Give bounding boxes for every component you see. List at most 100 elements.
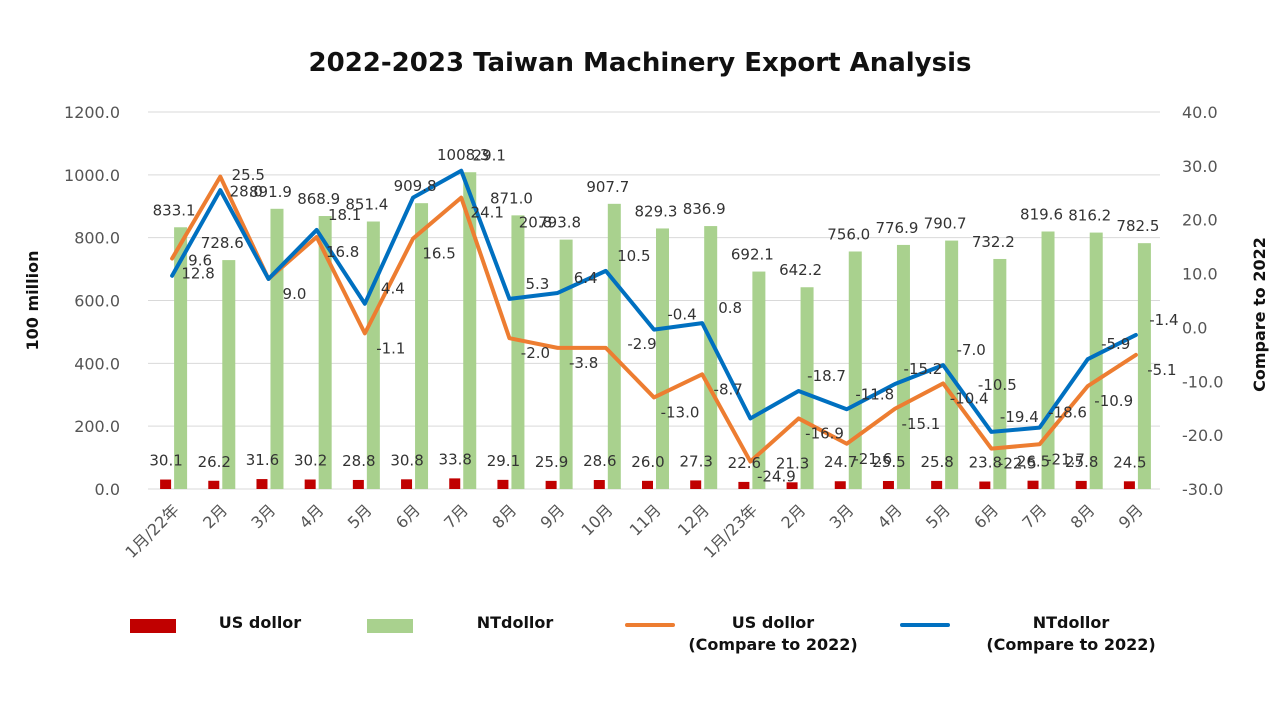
data-label-ntdollar-compare: -2.9 xyxy=(627,335,656,353)
bar-ntdollar xyxy=(800,287,814,489)
x-tick-label: 7月 xyxy=(440,500,472,532)
data-label-usdollar: 25.8 xyxy=(1065,453,1098,471)
x-tick-label: 1月/22年 xyxy=(121,500,182,561)
data-label-usdollar: 30.8 xyxy=(390,451,423,469)
x-tick-label: 6月 xyxy=(970,500,1002,532)
bar-usdollar xyxy=(931,480,943,489)
data-label-usdollar-compare: -5.1 xyxy=(1147,361,1176,379)
data-label-ntdollar: 833.1 xyxy=(153,201,196,219)
legend-label-us-line-2: (Compare to 2022) xyxy=(688,635,858,654)
gridlines xyxy=(148,111,1160,490)
bar-ntdollar xyxy=(656,228,669,489)
x-tick-label: 9月 xyxy=(536,500,568,532)
bar-ntdollar xyxy=(511,215,525,489)
bar-ntdollar xyxy=(896,244,910,489)
bar-ntdollar xyxy=(1041,231,1055,489)
y2-tick-label: 40.0 xyxy=(1182,103,1218,122)
data-label-ntdollar: 776.9 xyxy=(875,219,918,237)
data-label-ntdollar-compare: -18.7 xyxy=(807,367,846,385)
legend-swatch-us-line xyxy=(625,623,675,627)
bar-usdollar xyxy=(834,481,846,489)
data-label-ntdollar-compare: 4.4 xyxy=(381,280,405,298)
x-tick-label: 12月 xyxy=(674,500,713,539)
legend-label-us-line-1: US dollor xyxy=(731,613,815,632)
x-tick-label: 1月/23年 xyxy=(700,500,761,561)
data-label-extra: 20.8 xyxy=(519,214,552,232)
data-label-usdollar: 28.8 xyxy=(342,452,375,470)
data-label-ntdollar-compare: -1.4 xyxy=(1149,311,1178,329)
data-label-usdollar-compare: -10.9 xyxy=(1094,392,1133,410)
data-label-ntdollar: 728.6 xyxy=(201,234,244,252)
y-tick-label: 1200.0 xyxy=(64,103,120,122)
data-label-usdollar-compare: -13.0 xyxy=(661,403,700,421)
data-label-ntdollar: 868.9 xyxy=(297,190,340,208)
y2-tick-label: 0.0 xyxy=(1182,318,1207,337)
bar-ntdollar xyxy=(174,227,188,489)
bar-usdollar xyxy=(1027,480,1039,489)
data-label-usdollar-compare: -22.5 xyxy=(998,455,1037,473)
y2-axis-title: Compare to 2022 xyxy=(1250,237,1269,392)
data-label-usdollar: 31.6 xyxy=(246,451,279,469)
data-label-usdollar-compare: -24.9 xyxy=(757,468,796,486)
bar-usdollar xyxy=(160,479,172,489)
y2-tick-label: 10.0 xyxy=(1182,265,1218,284)
x-tick-label: 4月 xyxy=(296,500,328,532)
bar-usdollar xyxy=(449,478,461,489)
data-label-ntdollar-compare: -19.4 xyxy=(1000,408,1039,426)
data-label-usdollar-compare: -10.4 xyxy=(950,389,989,407)
data-label-usdollar: 30.2 xyxy=(294,452,327,470)
line-ntdollar-compare xyxy=(170,168,1138,434)
data-label-usdollar: 26.0 xyxy=(631,453,664,471)
chart-title: 2022-2023 Taiwan Machinery Export Analys… xyxy=(308,48,972,78)
x-tick-label: 3月 xyxy=(826,500,858,532)
data-label-usdollar: 29.1 xyxy=(487,452,520,470)
legend-swatch-nt-dollar xyxy=(367,619,413,633)
data-label-ntdollar: 692.1 xyxy=(731,246,774,264)
data-label-ntdollar-compare: 6.4 xyxy=(574,269,598,287)
data-label-usdollar-compare: -21.6 xyxy=(853,450,892,468)
data-label-usdollar: 25.9 xyxy=(535,453,568,471)
legend-swatch-us-dollar xyxy=(130,619,176,633)
bar-usdollar xyxy=(738,481,750,489)
bar-ntdollar xyxy=(848,251,862,489)
data-label-usdollar-compare: -16.9 xyxy=(805,424,844,442)
data-label-usdollar-compare: 24.1 xyxy=(471,204,504,222)
x-tick-label: 8月 xyxy=(1067,500,1099,532)
data-label-ntdollar-compare: -11.8 xyxy=(855,385,894,403)
y2-tick-label: 30.0 xyxy=(1182,157,1218,176)
y-tick-label: 1000.0 xyxy=(64,166,120,185)
data-label-usdollar-compare: 12.8 xyxy=(181,264,214,282)
data-label-ntdollar-compare: -18.6 xyxy=(1048,404,1087,422)
data-label-usdollar-compare: 16.5 xyxy=(422,245,455,263)
legend-swatch-nt-line xyxy=(900,623,950,627)
data-label-usdollar-compare: 9.0 xyxy=(283,285,307,303)
data-label-ntdollar: 732.2 xyxy=(972,233,1015,251)
data-label-ntdollar-compare: -5.9 xyxy=(1101,335,1130,353)
bar-usdollar xyxy=(786,482,798,489)
x-tick-label: 11月 xyxy=(626,500,665,539)
data-label-usdollar: 27.3 xyxy=(679,452,712,470)
data-label-ntdollar: 907.7 xyxy=(586,178,629,196)
x-tick-label: 2月 xyxy=(777,500,809,532)
data-label-ntdollar: 836.9 xyxy=(683,200,726,218)
data-label-usdollar: 25.8 xyxy=(920,453,953,471)
bar-usdollar xyxy=(208,480,220,489)
axes: 0.0 200.0 400.0 600.0 800.0 1000.0 1200.0 -30.0… xyxy=(23,103,1269,562)
data-label-usdollar: 28.6 xyxy=(583,452,616,470)
data-label-ntdollar: 891.9 xyxy=(249,183,292,201)
data-label-ntdollar: 782.5 xyxy=(1116,217,1159,235)
x-tick-label: 6月 xyxy=(392,500,424,532)
bar-usdollar xyxy=(690,480,702,489)
data-label-usdollar: 33.8 xyxy=(439,450,472,468)
data-labels: 30.1 26.2 31.6 30.2 28.8 30.8 33.8 29.1 25.9 28.6… xyxy=(149,146,1178,485)
data-label-ntdollar-compare: -0.4 xyxy=(667,306,696,324)
bar-ntdollar xyxy=(415,203,429,489)
data-label-usdollar-compare: -15.1 xyxy=(902,415,941,433)
x-tick-label: 3月 xyxy=(247,500,279,532)
bar-usdollar xyxy=(593,480,605,489)
data-label-ntdollar: 790.7 xyxy=(924,215,967,233)
data-label-usdollar-compare: -1.1 xyxy=(376,339,405,357)
bar-ntdollar xyxy=(318,216,332,490)
x-tick-label: 2月 xyxy=(199,500,231,532)
